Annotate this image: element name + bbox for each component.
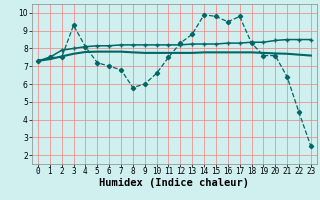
X-axis label: Humidex (Indice chaleur): Humidex (Indice chaleur)	[100, 178, 249, 188]
